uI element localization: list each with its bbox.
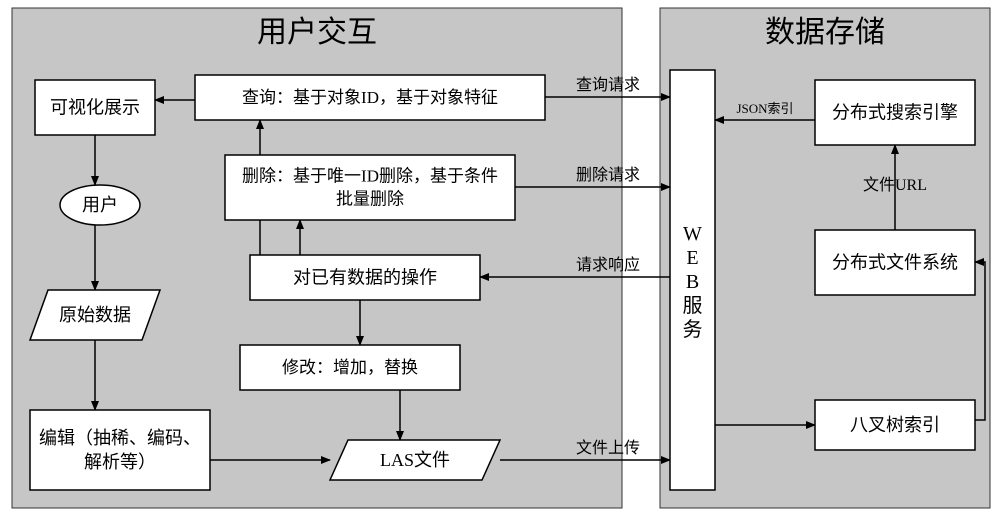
node-modify: 修改：增加，替换 [240,345,460,390]
edge-label: 删除请求 [576,166,640,184]
node-ops: 对已有数据的操作 [250,255,480,300]
node-text: 解析等） [84,452,156,472]
edge-label: 请求响应 [576,255,640,274]
node-edit: 编辑（抽稀、编码、解析等） [30,410,210,490]
node-lasfile: LAS文件 [330,440,500,480]
node-text: E [686,247,698,269]
node-text: W [683,223,702,245]
node-text: 务 [683,318,703,341]
edge-label: 文件URL [863,176,927,194]
panel-left-title: 用户交互 [257,16,377,49]
node-delete: 删除：基于唯一ID删除，基于条件批量删除 [225,155,515,220]
node-text: 八叉树索引 [850,415,940,435]
node-viz: 可视化展示 [35,80,155,135]
node-search: 分布式搜索引擎 [815,80,975,145]
node-text: 对已有数据的操作 [293,268,437,288]
node-text: 编辑（抽稀、编码、 [39,428,201,448]
node-text: 删除：基于唯一ID删除，基于条件 [242,167,498,186]
edge-label: 文件上传 [576,439,640,457]
node-text: LAS文件 [380,450,450,470]
edge-label: JSON索引 [736,101,793,116]
node-text: B [686,271,699,293]
node-query: 查询：基于对象ID，基于对象特征 [195,75,545,120]
node-text: 查询：基于对象ID，基于对象特征 [242,88,498,107]
node-text: 分布式搜索引擎 [832,103,958,123]
architecture-diagram: 用户交互 数据存储 可视化展示用户原始数据编辑（抽稀、编码、解析等） 查询：基于对… [0,0,1000,520]
node-text: 用户 [82,195,118,215]
node-rawdata: 原始数据 [30,290,160,340]
node-text: 原始数据 [59,305,131,325]
node-octree: 八叉树索引 [815,400,975,450]
node-text: 修改：增加，替换 [282,358,418,377]
node-text: 可视化展示 [50,98,140,118]
node-text: 批量删除 [336,190,404,209]
edge-label: 查询请求 [576,76,640,94]
node-text: 服 [683,295,703,317]
node-web: WEB服务 [670,70,715,490]
node-dfs: 分布式文件系统 [815,230,975,295]
node-text: 分布式文件系统 [832,253,958,273]
panel-right-title: 数据存储 [765,16,885,49]
node-user: 用户 [60,185,140,225]
